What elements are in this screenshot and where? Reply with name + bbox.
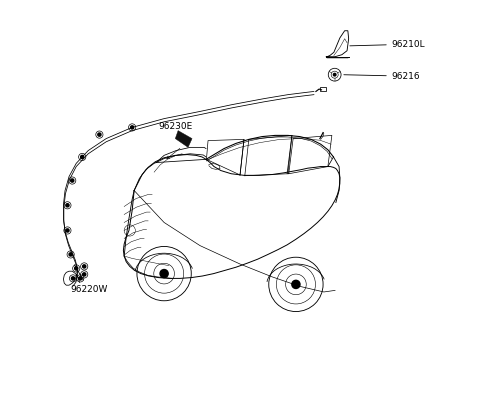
Polygon shape <box>175 130 192 147</box>
Circle shape <box>98 133 101 136</box>
Circle shape <box>71 179 74 182</box>
Circle shape <box>81 156 84 159</box>
Circle shape <box>131 126 134 129</box>
Circle shape <box>66 229 69 232</box>
Circle shape <box>334 73 336 76</box>
Circle shape <box>83 265 86 268</box>
Text: 96210L: 96210L <box>350 40 425 49</box>
Circle shape <box>83 273 86 276</box>
Circle shape <box>79 277 82 280</box>
Text: 96230E: 96230E <box>158 122 192 136</box>
Circle shape <box>160 269 168 278</box>
Text: 96220W: 96220W <box>70 265 108 294</box>
Circle shape <box>292 280 300 288</box>
Circle shape <box>74 267 78 270</box>
Circle shape <box>72 277 74 280</box>
Circle shape <box>66 204 69 207</box>
Text: 96216: 96216 <box>344 72 420 81</box>
Circle shape <box>69 253 72 256</box>
